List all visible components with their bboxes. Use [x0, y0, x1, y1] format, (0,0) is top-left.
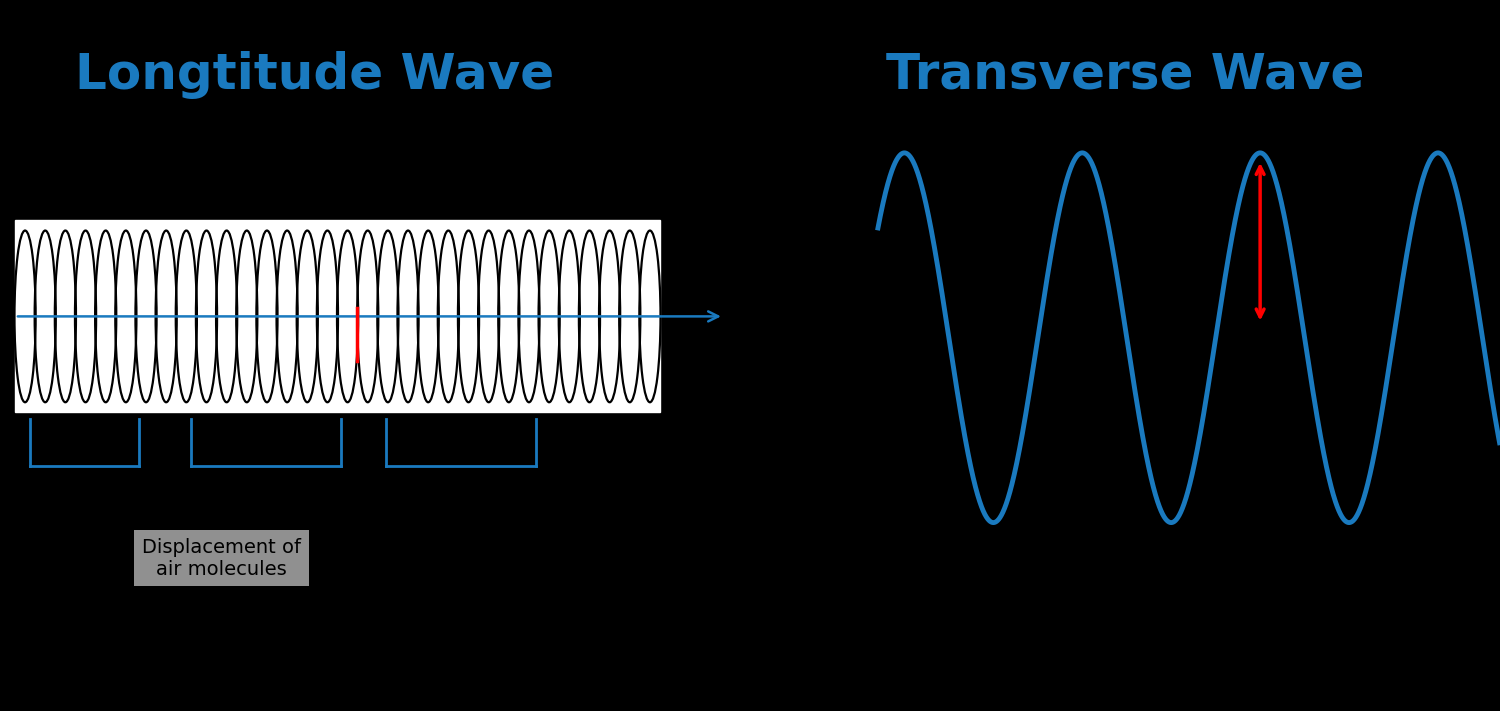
- Text: Transverse Wave: Transverse Wave: [886, 50, 1364, 99]
- Text: Longtitude Wave: Longtitude Wave: [75, 50, 555, 99]
- Text: Displacement of
air molecules: Displacement of air molecules: [141, 538, 300, 579]
- Bar: [15, 220, 660, 412]
